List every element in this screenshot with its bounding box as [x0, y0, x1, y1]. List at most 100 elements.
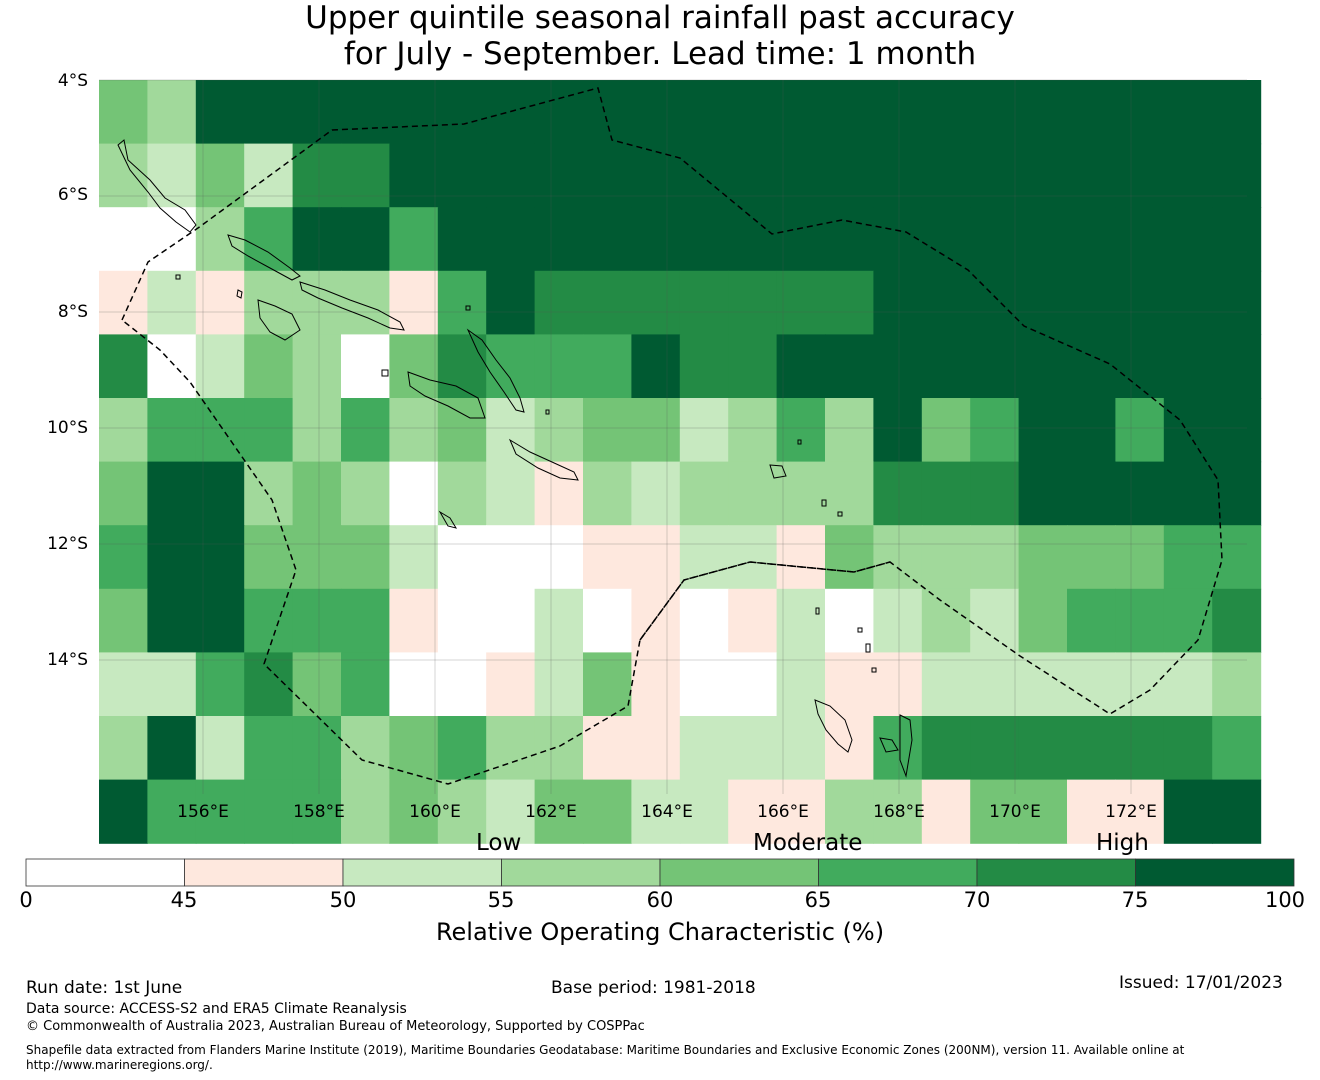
- grid-cell: [99, 270, 148, 335]
- grid-cell: [1115, 207, 1165, 272]
- grid-cell: [486, 779, 536, 844]
- grid-cell: [679, 143, 729, 208]
- grid-cell: [147, 80, 197, 145]
- grid-cell: [99, 779, 148, 844]
- grid-cell: [1212, 588, 1262, 653]
- grid-cell: [389, 334, 439, 399]
- grid-cell: [1067, 461, 1116, 526]
- grid-cell: [873, 207, 923, 272]
- grid-cell: [244, 80, 294, 145]
- grid-cell: [341, 398, 390, 463]
- grid-cell: [583, 652, 632, 717]
- grid-cell: [583, 716, 632, 781]
- grid-cell: [195, 652, 245, 717]
- grid-cell: [437, 143, 487, 208]
- grid-cell: [583, 525, 632, 590]
- grid-cell: [728, 525, 778, 590]
- colorbar-segment: [184, 858, 344, 887]
- grid-cell: [1018, 80, 1068, 145]
- lat-label-8s: 8°S: [57, 302, 88, 322]
- grid-cell: [776, 398, 826, 463]
- colorbar-tick-65: 65: [804, 888, 832, 912]
- grid-cell: [583, 143, 632, 208]
- grid-cell: [195, 398, 245, 463]
- shapefile-credit-2: http://www.marineregions.org/.: [26, 1058, 213, 1072]
- grid-cell: [921, 588, 971, 653]
- grid-cell: [825, 652, 874, 717]
- grid-cell: [99, 143, 148, 208]
- grid-cell: [631, 270, 681, 335]
- grid-cell: [970, 716, 1020, 781]
- grid-cell: [679, 334, 729, 399]
- grid-cell: [970, 525, 1020, 590]
- grid-cell: [1067, 270, 1116, 335]
- grid-cell: [679, 652, 729, 717]
- grid-cell: [341, 461, 390, 526]
- grid-cell: [389, 398, 439, 463]
- grid-cell: [341, 334, 390, 399]
- malaita-coast: [466, 328, 525, 413]
- grid-cell: [1115, 525, 1165, 590]
- grid-cell: [341, 716, 390, 781]
- grid-cell: [389, 588, 439, 653]
- colorbar-tick-70: 70: [963, 888, 991, 912]
- grid-cell: [631, 398, 681, 463]
- grid-cell: [776, 716, 826, 781]
- lon-label-160e: 160°E: [409, 802, 461, 822]
- grid-cell: [583, 779, 632, 844]
- grid-cell: [195, 207, 245, 272]
- grid-cell: [99, 461, 148, 526]
- grid-cell: [970, 652, 1020, 717]
- grid-cell: [1018, 525, 1068, 590]
- grid-cell: [147, 461, 197, 526]
- grid-cell: [195, 525, 245, 590]
- grid-cell: [99, 652, 148, 717]
- lon-label-172e: 172°E: [1105, 802, 1157, 822]
- grid-cell: [99, 207, 148, 272]
- grid-cell: [99, 80, 148, 145]
- grid-cell: [1067, 80, 1116, 145]
- grid-cell: [437, 461, 487, 526]
- grid-cell: [1018, 143, 1068, 208]
- grid-cell: [1018, 334, 1068, 399]
- grid-cell: [1115, 588, 1165, 653]
- grid-cell: [292, 143, 342, 208]
- grid-cell: [195, 461, 245, 526]
- grid-cell: [292, 461, 342, 526]
- grid-cell: [728, 588, 778, 653]
- grid-cell: [534, 398, 584, 463]
- grid-cell: [292, 779, 342, 844]
- grid-cell: [583, 80, 632, 145]
- grid-cell: [1018, 588, 1068, 653]
- grid-cell: [1212, 207, 1262, 272]
- grid-cell: [534, 652, 584, 717]
- colorbar-word-high: High: [1096, 830, 1149, 856]
- grid-cell: [825, 270, 874, 335]
- grid-cell: [583, 588, 632, 653]
- grid-cell: [825, 779, 874, 844]
- grid-cell: [486, 588, 536, 653]
- lon-label-156e: 156°E: [177, 802, 229, 822]
- colorbar-tick-75: 75: [1121, 888, 1149, 912]
- small-islands: [175, 274, 877, 673]
- grid-cell: [195, 143, 245, 208]
- grid-cell: [195, 334, 245, 399]
- grid-cell: [1212, 334, 1262, 399]
- grid-cell: [583, 398, 632, 463]
- grid-cell: [1115, 143, 1165, 208]
- grid-cell: [292, 207, 342, 272]
- grid-cell: [631, 779, 681, 844]
- grid-cell: [776, 143, 826, 208]
- grid-cell: [1163, 588, 1213, 653]
- bougainville-coast: [117, 139, 197, 233]
- grid-cell: [389, 207, 439, 272]
- grid-cell: [341, 588, 390, 653]
- santa-isabel-coast: [299, 281, 405, 331]
- accuracy-grid: [99, 80, 1262, 844]
- grid-cell: [873, 143, 923, 208]
- grid-cell: [1163, 143, 1213, 208]
- grid-cell: [921, 207, 971, 272]
- grid-cell: [921, 652, 971, 717]
- colorbar-segment: [25, 858, 185, 887]
- base-period: Base period: 1981-2018: [551, 978, 756, 998]
